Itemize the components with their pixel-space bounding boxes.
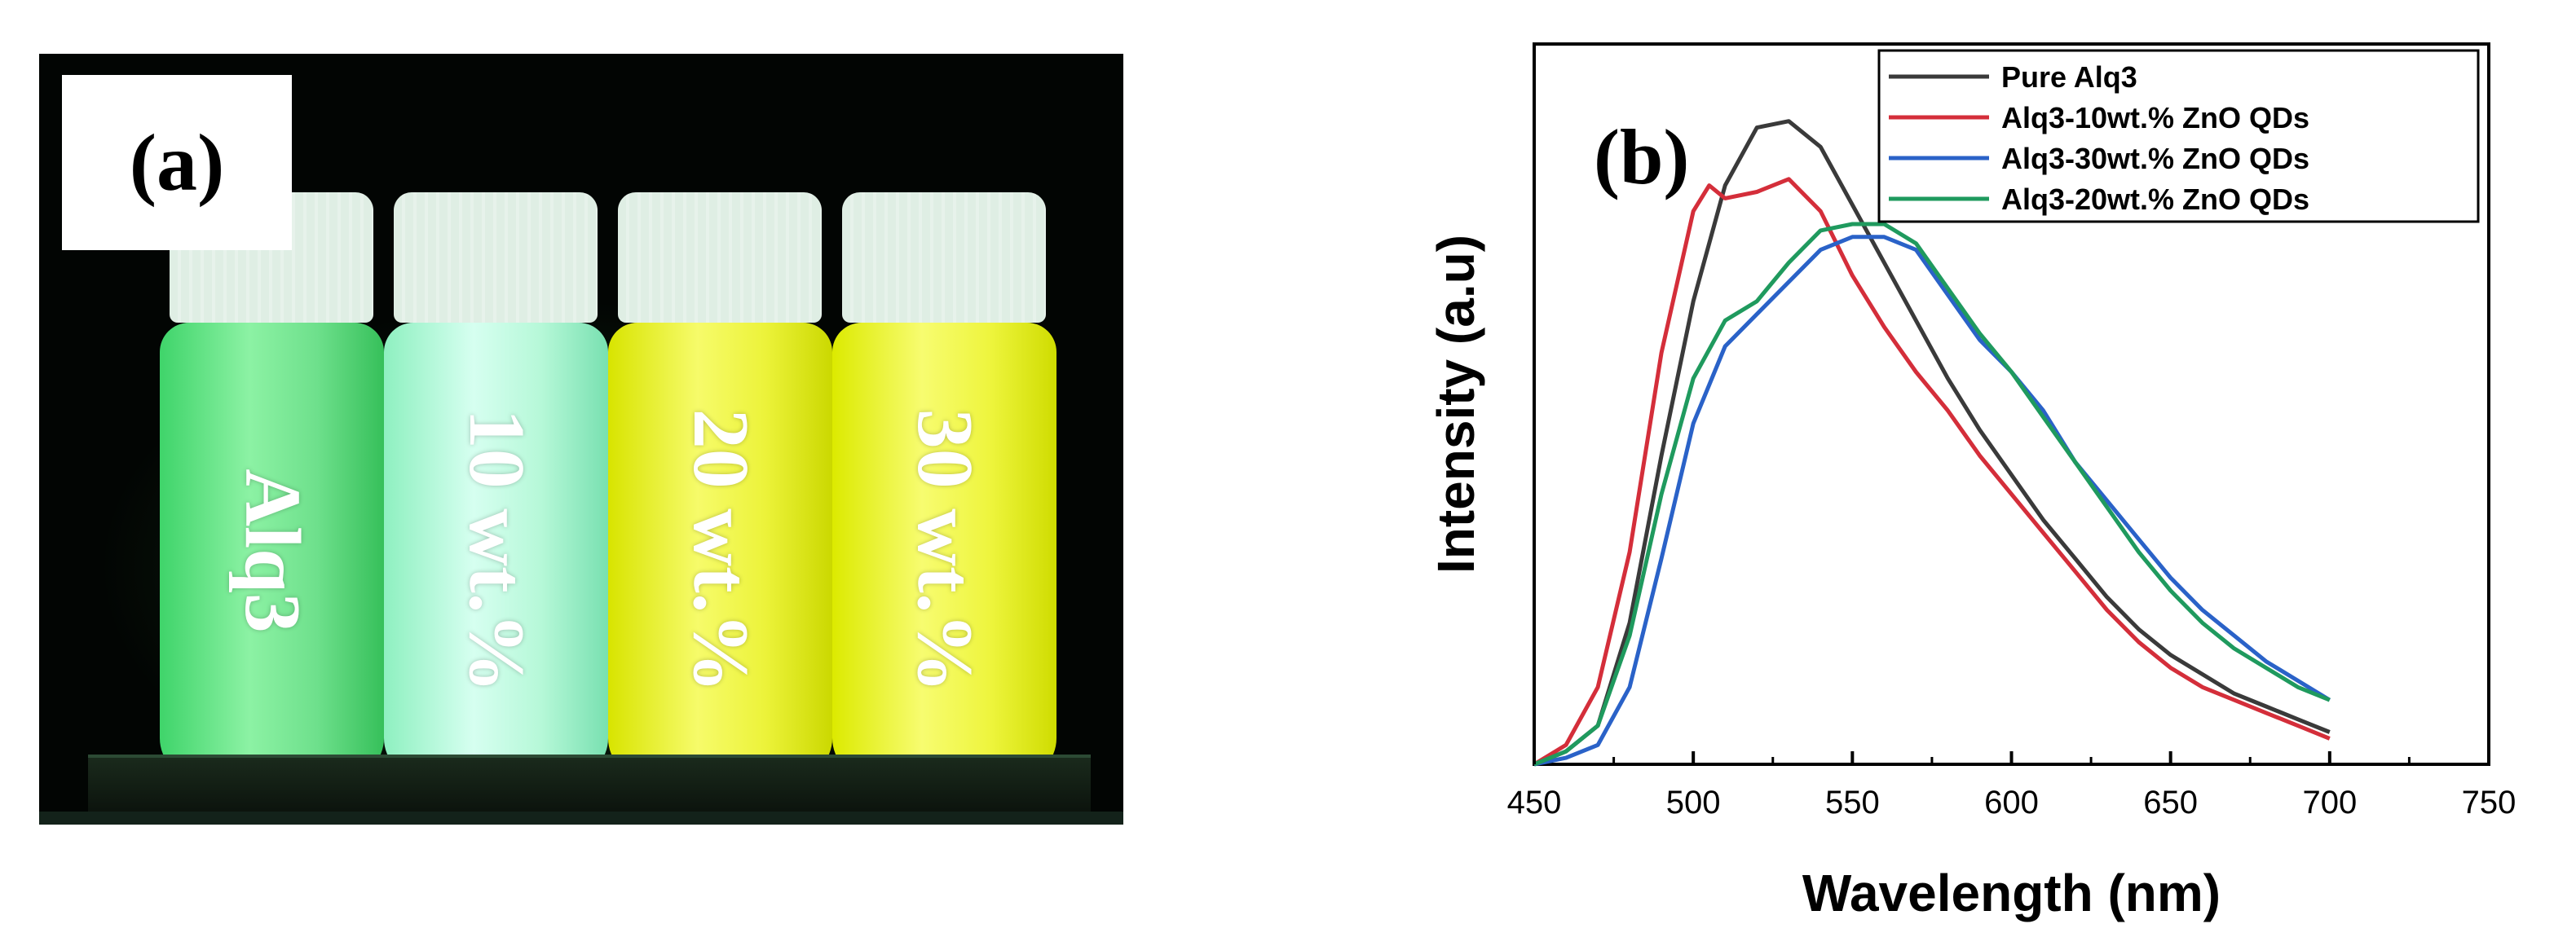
legend-entry: Alq3-30wt.% ZnO QDs — [2001, 142, 2309, 175]
x-tick-label: 600 — [1984, 785, 2039, 821]
vial-10wt: 10 wt.% — [384, 192, 608, 779]
legend-entry: Alq3-20wt.% ZnO QDs — [2001, 183, 2309, 216]
legend-entry: Pure Alq3 — [2001, 60, 2137, 94]
x-tick-label: 450 — [1507, 785, 1562, 821]
legend-box — [1877, 49, 2480, 223]
x-tick-label: 650 — [2143, 785, 2198, 821]
panel-b-tag: (b) — [1594, 113, 1689, 200]
series-line-1 — [1533, 177, 2331, 767]
x-tick-label: 750 — [2462, 785, 2516, 821]
vial-20wt: 20 wt.% — [608, 192, 832, 779]
legend-entry: Alq3-10wt.% ZnO QDs — [2001, 101, 2309, 134]
series-line-0 — [1533, 119, 2331, 767]
x-tick-label: 700 — [2302, 785, 2357, 821]
vial-body: 20 wt.% — [608, 323, 832, 779]
vial-body: 10 wt.% — [384, 323, 608, 779]
vial-body: Alq3 — [160, 323, 384, 779]
vial-30wt: 30 wt.% — [832, 192, 1056, 779]
x-tick-label: 550 — [1825, 785, 1880, 821]
vial-cap — [842, 192, 1046, 323]
x-tick-label: 500 — [1666, 785, 1721, 821]
vial-body: 30 wt.% — [832, 323, 1056, 779]
vial-cap — [394, 192, 598, 323]
series-line-3 — [1533, 222, 2331, 767]
x-axis-title: Wavelength (nm) — [1802, 864, 2221, 922]
vial-stand-front — [39, 812, 1123, 825]
vial-cap — [618, 192, 822, 323]
panel-a-tag-box: (a) — [62, 75, 292, 250]
series-line-2 — [1533, 235, 2331, 767]
y-axis-title: Intensity (a.u) — [1427, 235, 1485, 574]
vials-photo: Alq3 10 wt.% 20 wt.% 30 wt.% — [39, 54, 1123, 825]
vial-stand — [88, 755, 1091, 815]
panel-a-tag: (a) — [129, 117, 225, 208]
